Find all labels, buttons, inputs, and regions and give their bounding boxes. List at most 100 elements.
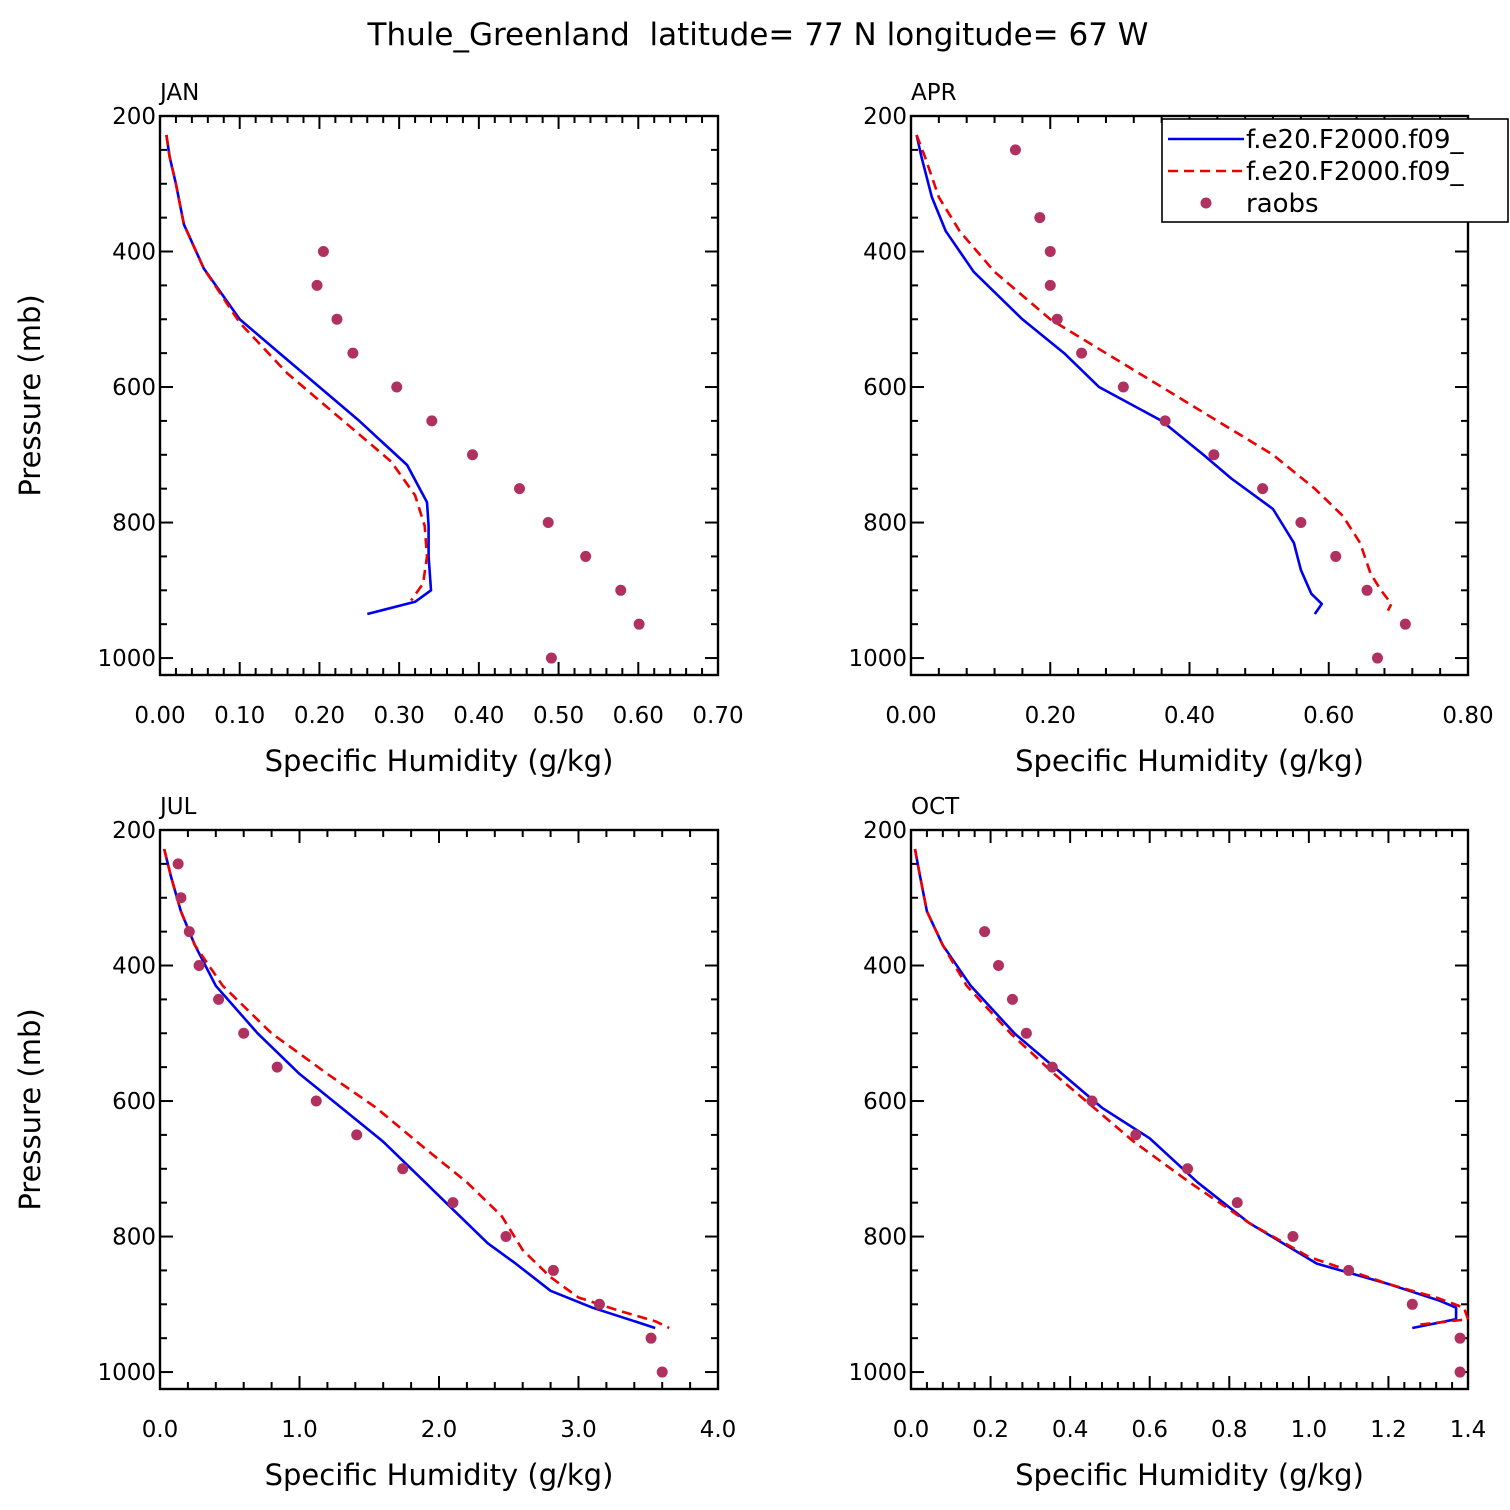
raobs-point [271, 1061, 283, 1073]
raobs-point [317, 246, 329, 258]
raobs-point [1009, 144, 1021, 156]
y-tick-label: 600 [112, 375, 156, 401]
x-tick-label: 1.0 [281, 1417, 318, 1443]
y-tick-label: 600 [112, 1089, 156, 1115]
x-tick-label: 0.6 [1131, 1417, 1168, 1443]
raobs-point [426, 415, 438, 427]
x-tick-label: 4.0 [700, 1417, 737, 1443]
x-tick-label: 3.0 [560, 1417, 597, 1443]
raobs-point [1130, 1129, 1142, 1141]
x-tick-label: 0.60 [1303, 703, 1354, 729]
x-tick-label: 1.4 [1450, 1417, 1487, 1443]
raobs-point [466, 449, 478, 461]
model-2-line [915, 134, 1393, 612]
raobs-point [213, 993, 225, 1005]
y-tick-label: 200 [863, 104, 907, 130]
model-1-line [162, 848, 656, 1330]
y-tick-label: 400 [112, 954, 156, 980]
panel-jan: JAN 0.00 0.10 0.20 0.30 0.40 0.50 0.60 0.70 200 40… [13, 80, 744, 778]
model-1-line [165, 134, 433, 616]
raobs-point [172, 858, 184, 870]
raobs-point [1454, 1332, 1466, 1344]
x-tick-label: 0.0 [893, 1417, 930, 1443]
raobs-point [447, 1197, 459, 1209]
x-tick-label: 0.70 [692, 703, 743, 729]
y-tick-label: 800 [112, 1225, 156, 1251]
raobs-point [580, 550, 592, 562]
y-tick-label: 400 [863, 240, 907, 266]
raobs-point [1343, 1264, 1355, 1276]
legend: f.e20.F2000.f09_f.e20.F2000.f09_raobs [1161, 118, 1509, 223]
raobs-point [391, 381, 403, 393]
model-1-line [913, 848, 1458, 1330]
raobs-point [1295, 517, 1307, 529]
raobs-point [1044, 279, 1056, 291]
raobs-point [1086, 1095, 1098, 1107]
y-tick-label: 200 [863, 818, 907, 844]
y-tick-label: 1000 [97, 1360, 156, 1386]
x-tick-label: 1.0 [1291, 1417, 1328, 1443]
panel-apr: APR 0.00 0.20 0.40 0.60 0.80 200 400 600 800 1000 S… [848, 80, 1493, 778]
raobs-point [1020, 1027, 1032, 1039]
y-axis-label: Pressure (mb) [13, 1008, 47, 1210]
x-axis-label: Specific Humidity (g/kg) [1015, 1458, 1364, 1492]
x-tick-label: 0.20 [1025, 703, 1076, 729]
x-tick-label: 0.4 [1052, 1417, 1089, 1443]
raobs-point [1287, 1231, 1299, 1243]
y-tick-label: 200 [112, 104, 156, 130]
y-tick-label: 400 [112, 240, 156, 266]
raobs-point [1406, 1298, 1418, 1310]
raobs-point [183, 926, 195, 938]
x-tick-label: 0.00 [885, 703, 936, 729]
panel-label: JAN [158, 80, 199, 106]
y-tick-label: 800 [863, 1225, 907, 1251]
y-tick-label: 600 [863, 375, 907, 401]
legend-entry-label: raobs [1246, 189, 1319, 219]
raobs-point [1330, 550, 1342, 562]
legend-raobs-marker [1200, 197, 1212, 209]
x-tick-label: 0.40 [1164, 703, 1215, 729]
raobs-point [1044, 246, 1056, 258]
x-axis-label: Specific Humidity (g/kg) [265, 744, 614, 778]
x-tick-label: 0.00 [134, 703, 185, 729]
panel-label: OCT [911, 794, 960, 820]
panel-oct: OCT 0.0 0.2 0.4 0.6 0.8 1.0 1.2 1.4 200 400 600 800 1… [848, 794, 1486, 1492]
x-tick-label: 2.0 [421, 1417, 458, 1443]
x-tick-label: 0.50 [533, 703, 584, 729]
plot-frame [909, 828, 1470, 1391]
raobs-point [1231, 1197, 1243, 1209]
raobs-point [238, 1027, 250, 1039]
x-tick-label: 0.40 [453, 703, 504, 729]
x-axis-label: Specific Humidity (g/kg) [265, 1458, 614, 1492]
raobs-point [615, 584, 627, 596]
x-axis-label: Specific Humidity (g/kg) [1015, 744, 1364, 778]
y-tick-label: 200 [112, 818, 156, 844]
y-tick-label: 1000 [97, 646, 156, 672]
raobs-point [331, 313, 343, 325]
raobs-point [1159, 415, 1171, 427]
model-2-line [162, 848, 670, 1330]
raobs-point [545, 652, 557, 664]
raobs-point [310, 1095, 322, 1107]
raobs-point [645, 1332, 657, 1344]
y-tick-label: 400 [863, 954, 907, 980]
raobs-point [1046, 1061, 1058, 1073]
raobs-point [193, 960, 205, 972]
raobs-point [547, 1264, 559, 1276]
raobs-point [993, 960, 1005, 972]
raobs-point [656, 1366, 668, 1378]
raobs-point [351, 1129, 363, 1141]
x-tick-label: 0.8 [1211, 1417, 1248, 1443]
raobs-point [1076, 347, 1088, 359]
y-tick-label: 800 [112, 511, 156, 537]
raobs-point [1034, 212, 1046, 224]
raobs-point [593, 1298, 605, 1310]
legend-entry-label: f.e20.F2000.f09_ [1246, 125, 1464, 155]
raobs-point [500, 1231, 512, 1243]
panels: JAN 0.00 0.10 0.20 0.30 0.40 0.50 0.60 0.70 200 40… [13, 80, 1494, 1492]
y-tick-label: 600 [863, 1089, 907, 1115]
raobs-point [347, 347, 359, 359]
y-tick-label: 800 [863, 511, 907, 537]
raobs-point [979, 926, 991, 938]
